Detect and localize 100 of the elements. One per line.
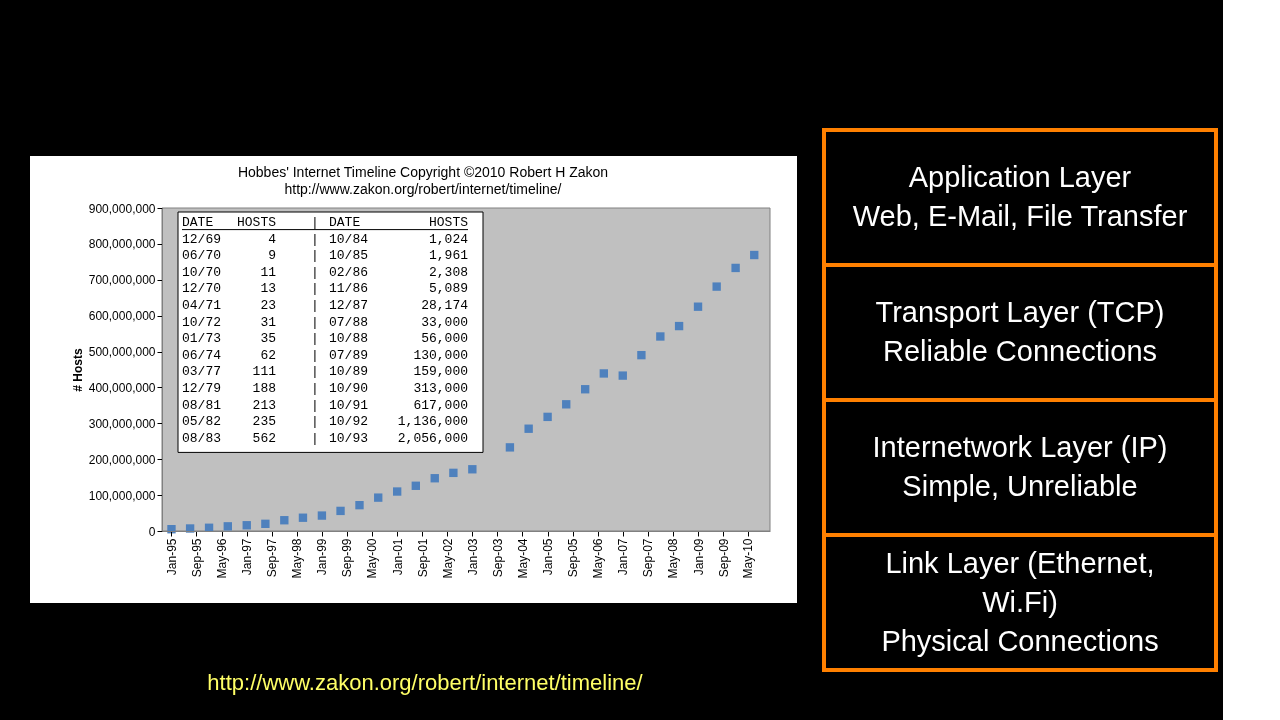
x-tick-label: May-98 [290, 538, 305, 579]
x-tick-label: Jan-09 [691, 538, 706, 576]
point [524, 424, 533, 433]
annotation: | [311, 381, 319, 396]
point [581, 385, 590, 394]
chart-title: Hobbes' Internet Timeline Copyright ©2010 Robert H Zakon [237, 164, 609, 180]
annotation: 313,000 [413, 381, 468, 396]
annotation: 562 [252, 430, 276, 446]
annotation: 11 [260, 264, 277, 280]
point [656, 332, 665, 341]
x-tick-label: Jan-05 [541, 538, 556, 576]
text: http://www.zakon.org/robert/internet/timeline/ [207, 670, 644, 695]
point [674, 321, 684, 331]
annotation: 33,000 [421, 314, 468, 330]
point [562, 400, 571, 409]
annotation: 9 [268, 248, 276, 264]
annotation: 235 [252, 414, 276, 430]
point [261, 519, 270, 529]
annotation: | [311, 314, 319, 330]
y-tick-label: 500,000,000 [88, 345, 156, 360]
annotation: | [311, 281, 319, 297]
y-tick-label: 800,000,000 [88, 237, 156, 252]
annotation: 06/70 [182, 248, 222, 264]
x-tick-label: May-04 [515, 538, 530, 579]
annotation: | [311, 430, 319, 446]
annotation: 62 [260, 347, 276, 363]
x-tick-label: Sep-07 [641, 538, 656, 578]
annotation: 10/91 [329, 397, 369, 413]
annotation: | [311, 264, 319, 280]
x-tick-label: May-96 [215, 538, 230, 579]
point [599, 369, 608, 378]
point [374, 493, 383, 502]
point [505, 443, 515, 452]
annotation: 1,961 [428, 248, 469, 264]
point [712, 282, 721, 291]
annotation: 13 [260, 281, 276, 297]
point [731, 263, 740, 273]
annotation: 31 [260, 314, 277, 330]
annotation: 08/83 [182, 430, 222, 446]
x-tick-label: May-08 [666, 538, 681, 579]
point [637, 350, 646, 360]
point [693, 302, 703, 311]
y-tick-label: 200,000,000 [88, 452, 156, 467]
annotation: | [311, 397, 319, 413]
annotation: HOSTS [428, 215, 469, 230]
annotation: 213 [252, 397, 276, 413]
annotation: 28,174 [421, 298, 469, 313]
point [223, 522, 232, 531]
point [317, 511, 327, 520]
annotation: 2,056,000 [397, 430, 468, 446]
annotation: 12/70 [182, 281, 222, 297]
x-tick-label: Jan-07 [616, 538, 631, 576]
annotation: 10/90 [329, 381, 369, 396]
annotation: 07/89 [329, 347, 369, 363]
x-tick-label: Sep-99 [340, 538, 355, 578]
x-tick-label: May-02 [440, 538, 455, 579]
annotation: DATE [182, 215, 214, 230]
annotation: 03/77 [182, 364, 222, 380]
annotation: 05/82 [182, 414, 222, 430]
annotation: 02/86 [329, 264, 369, 280]
annotation: | [311, 331, 319, 347]
annotation: 07/88 [329, 314, 369, 330]
y-tick-label: 100,000,000 [88, 488, 156, 503]
text: Transport Layer (TCP) Reliable Connections [875, 296, 1165, 367]
annotation: 35 [260, 331, 276, 347]
point [750, 250, 759, 260]
x-tick-label: Jan-03 [465, 538, 480, 576]
point [543, 412, 552, 422]
annotation: 04/71 [182, 298, 222, 313]
annotation: | [311, 248, 319, 264]
x-tick-label: Sep-05 [566, 538, 581, 578]
annotation: 12/87 [329, 298, 369, 313]
x-tick-label: Sep-09 [716, 538, 731, 578]
annotation: | [311, 364, 319, 380]
x-tick-label: Sep-03 [490, 538, 505, 578]
point [242, 521, 251, 530]
text: Application Layer Web, E-Mail, File Transfer [852, 161, 1188, 232]
annotation: 11/86 [329, 281, 369, 297]
x-tick-label: May-00 [365, 538, 380, 579]
annotation: 10/88 [329, 331, 369, 347]
x-tick-label: Jan-97 [240, 538, 255, 576]
point [449, 468, 458, 478]
point [430, 474, 439, 483]
chart-subtitle: http://www.zakon.org/robert/internet/timeline/ [284, 181, 562, 197]
x-tick-label: Sep-97 [265, 538, 280, 578]
point [411, 481, 420, 490]
x-tick-label: Sep-95 [189, 538, 204, 578]
annotation: 10/84 [329, 231, 369, 247]
annotation: DATE [329, 215, 361, 230]
annotation: 188 [252, 381, 276, 396]
annotation: 56,000 [421, 331, 468, 347]
annotation: 10/85 [329, 248, 369, 264]
annotation: 10/70 [182, 264, 222, 280]
y-tick-label: 600,000,000 [88, 309, 156, 324]
annotation: 617,000 [413, 397, 468, 413]
annotation: 12/69 [182, 231, 222, 247]
x-tick-label: Jan-95 [164, 538, 179, 576]
text: Link Layer (Ethernet, Wi.Fi) Physical Connections [881, 546, 1159, 657]
x-tick-label: Jan-01 [390, 538, 405, 576]
y-tick-label: 700,000,000 [88, 273, 156, 288]
